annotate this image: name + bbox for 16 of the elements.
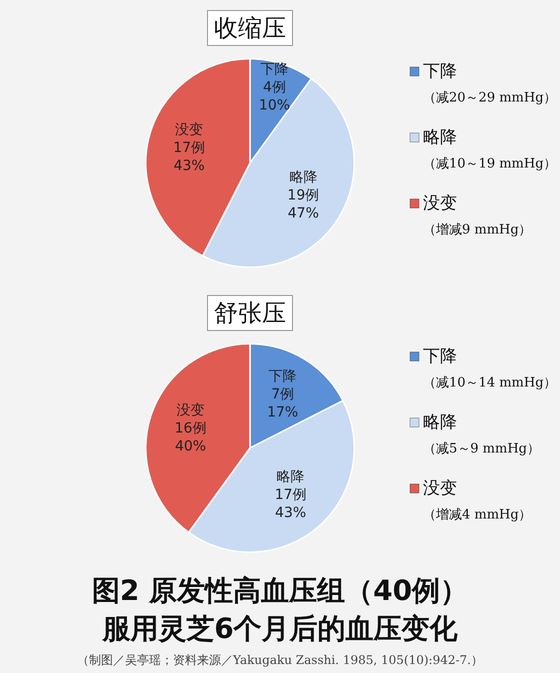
legend-label: 没变（增减4 mmHg） [423, 478, 532, 522]
chart-title: 舒张压 [207, 295, 293, 331]
text: 图2 原发性高血压组（40例）服用灵芝6个月后的血压变化 [90, 573, 470, 647]
data-label: 没变 16例 40% [174, 402, 206, 454]
legend-label: 略降（减5～9 mmHg） [423, 412, 540, 456]
data-label: 下降 4例 10% [258, 61, 290, 114]
data-label: 略降 17例 43% [274, 469, 307, 522]
legend-label: 略降（减10～19 mmHg） [423, 127, 557, 172]
data-label: 没变 17例 43% [173, 122, 206, 174]
data-label: 下降 7例 17% [267, 368, 298, 420]
legend-label: 下降（减10～14 mmHg） [423, 346, 557, 390]
chart-title: 收缩压 [207, 10, 293, 46]
legend-label: 没变（增减9 mmHg） [423, 193, 532, 238]
data-label: 略降 19例 47% [287, 169, 320, 222]
text: （制图／吴亭瑶；资料来源／Yakugaku Zasshi. 1985, 105(10):942-7.） [76, 652, 484, 669]
legend-label: 下降（减20～29 mmHg） [423, 61, 557, 106]
